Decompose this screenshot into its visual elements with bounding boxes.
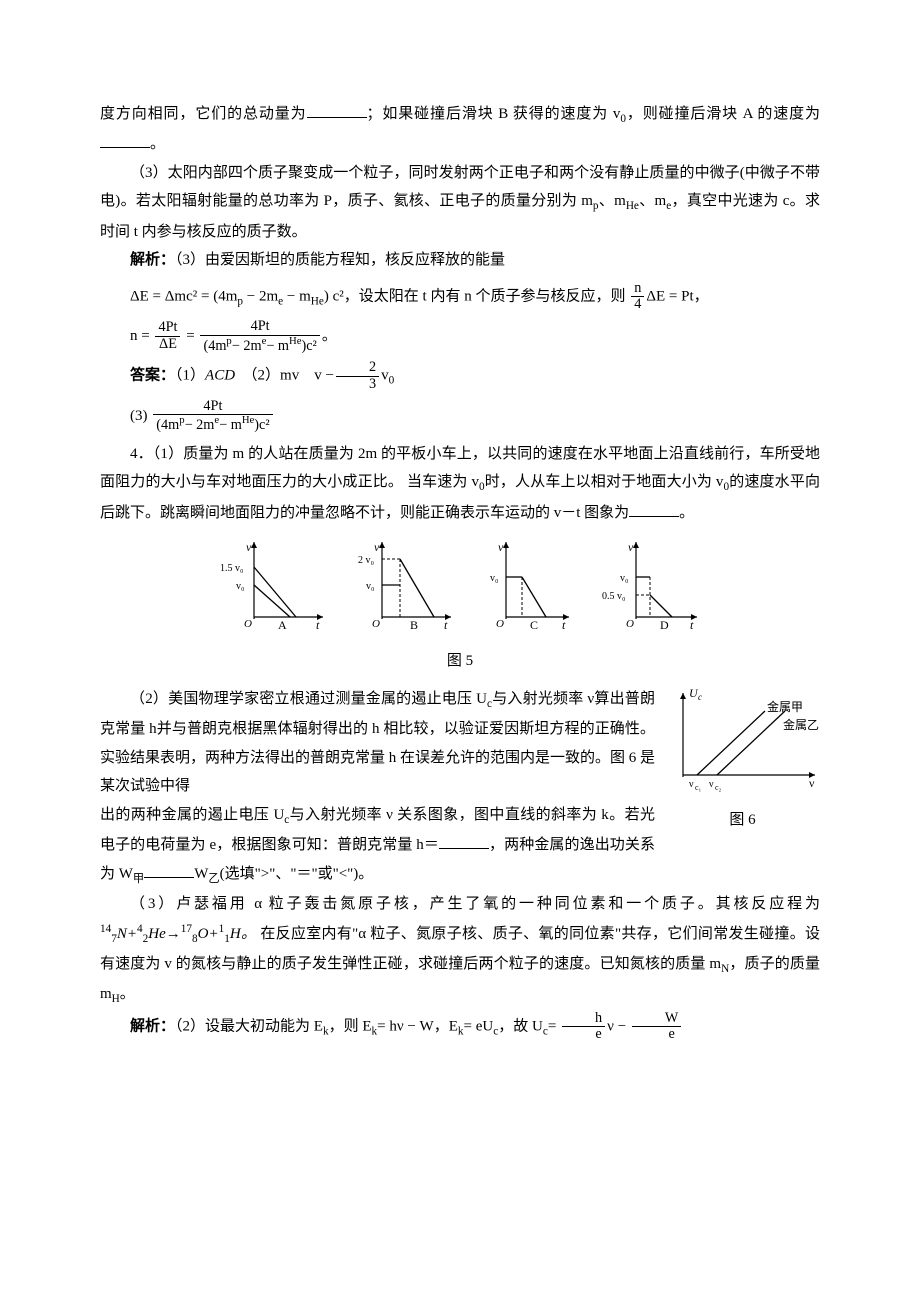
para-q3-2: 度方向相同，它们的总动量为；如果碰撞后滑块 B 获得的速度为 v0，则碰撞后滑块… [100, 100, 820, 159]
blank-h [439, 833, 489, 849]
eq-delta-e: ΔE = Δmc² = (4mp − 2me − mHe) c²，设太阳在 t … [130, 281, 820, 313]
blank-compare [144, 862, 194, 878]
fig5-row: 1.5 v₀ v₀ v O t A 2 v₀ v₀ v O t B v₀ v O… [100, 537, 820, 643]
q4-3: （3）卢瑟福用 α 粒子轰击氮原子核，产生了氧的一种同位素和一个质子。其核反应程… [100, 890, 820, 1011]
svg-text:v₀: v₀ [236, 581, 245, 592]
svg-text:B: B [410, 618, 418, 632]
svg-text:v: v [246, 540, 252, 554]
svg-text:v₀: v₀ [620, 573, 629, 584]
svg-text:v: v [498, 540, 504, 554]
svg-text:O: O [496, 618, 504, 630]
svg-text:金属乙: 金属乙 [783, 717, 819, 732]
chart-b: 2 v₀ v₀ v O t B [356, 537, 456, 632]
svg-text:c₁: c₁ [695, 783, 702, 792]
svg-text:0.5 v₀: 0.5 v₀ [602, 591, 626, 602]
svg-text:v₀: v₀ [490, 573, 499, 584]
svg-text:O: O [372, 618, 380, 630]
svg-text:v: v [374, 540, 380, 554]
q4-1: 4．（1）质量为 m 的人站在质量为 2m 的平板小车上，以共同的速度在水平地面… [100, 440, 820, 527]
blank-vt-graph [629, 501, 679, 517]
eq-n: n = 4PtΔE = 4Pt(4mp− 2me− mHe)c²。 [130, 319, 820, 354]
svg-text:C: C [530, 618, 538, 632]
svg-text:2 v₀: 2 v₀ [358, 555, 375, 566]
answer-line-1: 答案：（1）ACD （2）mv v −23v0 [100, 360, 820, 392]
svg-text:O: O [626, 618, 634, 630]
svg-text:D: D [660, 618, 669, 632]
para-q3-3: （3）太阳内部四个质子聚变成一个粒子，同时发射两个正电子和两个没有静止质量的中微… [100, 159, 820, 246]
svg-text:1.5 v₀: 1.5 v₀ [220, 563, 244, 574]
svg-text:ν: ν [689, 779, 694, 790]
svg-text:ν: ν [709, 779, 714, 790]
svg-text:O: O [244, 618, 252, 630]
blank-momentum [307, 102, 367, 118]
fig5-caption: 图 5 [100, 647, 820, 676]
answer-line-3: (3) 4Pt(4mp− 2me− mHe)c² [130, 399, 820, 434]
fig6-chart: Uc ν νc₁ νc₂ 金属甲 金属乙 [665, 685, 820, 795]
svg-text:t: t [562, 618, 566, 632]
svg-text:v: v [628, 540, 634, 554]
chart-c: v₀ v O t C [484, 537, 574, 632]
svg-text:c₂: c₂ [715, 783, 722, 792]
svg-text:A: A [278, 618, 287, 632]
fig6-wrap: Uc ν νc₁ νc₂ 金属甲 金属乙 图 6 [665, 685, 820, 834]
fig6-caption: 图 6 [665, 806, 820, 835]
svg-text:ν: ν [809, 776, 815, 790]
svg-text:t: t [690, 618, 694, 632]
svg-text:v₀: v₀ [366, 581, 375, 592]
svg-text:金属甲: 金属甲 [767, 699, 803, 714]
blank-va [100, 132, 150, 148]
chart-d: v₀ 0.5 v₀ v O t D [602, 537, 702, 632]
svg-text:c: c [698, 692, 702, 702]
svg-text:t: t [444, 618, 448, 632]
chart-a: 1.5 v₀ v₀ v O t A [218, 537, 328, 632]
solution-3-label: 解析：（3）由爱因斯坦的质能方程知，核反应释放的能量 [100, 246, 820, 275]
svg-text:t: t [316, 618, 320, 632]
solution-2: 解析：（2）设最大初动能为 Ek，则 Ek= hν − W，Ek= eUc，故 … [100, 1011, 820, 1043]
